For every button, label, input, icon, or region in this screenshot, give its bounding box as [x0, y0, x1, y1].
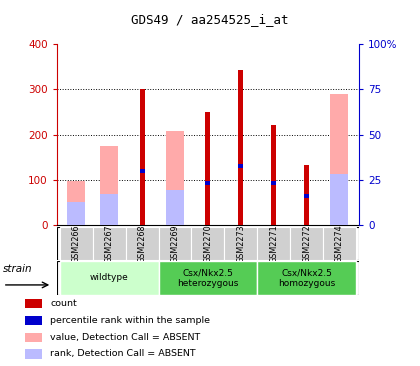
- Bar: [271, 124, 276, 225]
- Text: GSM2273: GSM2273: [236, 224, 245, 263]
- Bar: [100, 194, 118, 225]
- Bar: [60, 261, 159, 295]
- Bar: [290, 227, 323, 260]
- Bar: [166, 190, 184, 225]
- Bar: [205, 112, 210, 225]
- Bar: [25, 299, 42, 309]
- Bar: [126, 227, 159, 260]
- Text: wildtype: wildtype: [90, 273, 129, 283]
- Bar: [25, 349, 42, 359]
- Text: GSM2272: GSM2272: [302, 224, 311, 263]
- Bar: [100, 146, 118, 225]
- Text: Csx/Nkx2.5
heterozygous: Csx/Nkx2.5 heterozygous: [177, 268, 239, 288]
- Bar: [140, 89, 144, 225]
- Text: GSM2271: GSM2271: [269, 224, 278, 263]
- Bar: [192, 227, 224, 260]
- Text: GSM2270: GSM2270: [203, 224, 213, 263]
- Bar: [271, 181, 276, 185]
- Bar: [205, 181, 210, 185]
- Bar: [224, 227, 257, 260]
- Bar: [140, 169, 144, 173]
- Text: GSM2267: GSM2267: [105, 224, 114, 263]
- Bar: [331, 94, 349, 225]
- Bar: [67, 181, 85, 225]
- Bar: [25, 316, 42, 325]
- Text: GSM2274: GSM2274: [335, 224, 344, 263]
- Bar: [304, 165, 309, 225]
- Text: GSM2268: GSM2268: [138, 224, 147, 263]
- Text: GSM2269: GSM2269: [171, 224, 179, 263]
- Bar: [304, 194, 309, 198]
- Text: strain: strain: [3, 264, 32, 274]
- Text: count: count: [50, 299, 77, 308]
- Bar: [25, 333, 42, 342]
- Bar: [238, 164, 243, 168]
- Bar: [60, 227, 93, 260]
- Bar: [331, 174, 349, 225]
- Bar: [93, 227, 126, 260]
- Text: Csx/Nkx2.5
homozygous: Csx/Nkx2.5 homozygous: [278, 268, 335, 288]
- Bar: [257, 261, 356, 295]
- Text: percentile rank within the sample: percentile rank within the sample: [50, 316, 210, 325]
- Bar: [257, 227, 290, 260]
- Bar: [67, 202, 85, 225]
- Text: GSM2266: GSM2266: [72, 224, 81, 263]
- Bar: [323, 227, 356, 260]
- Bar: [166, 131, 184, 225]
- Bar: [159, 227, 192, 260]
- Text: rank, Detection Call = ABSENT: rank, Detection Call = ABSENT: [50, 350, 196, 358]
- Text: GDS49 / aa254525_i_at: GDS49 / aa254525_i_at: [131, 13, 289, 26]
- Bar: [159, 261, 257, 295]
- Text: value, Detection Call = ABSENT: value, Detection Call = ABSENT: [50, 333, 200, 342]
- Bar: [238, 70, 243, 225]
